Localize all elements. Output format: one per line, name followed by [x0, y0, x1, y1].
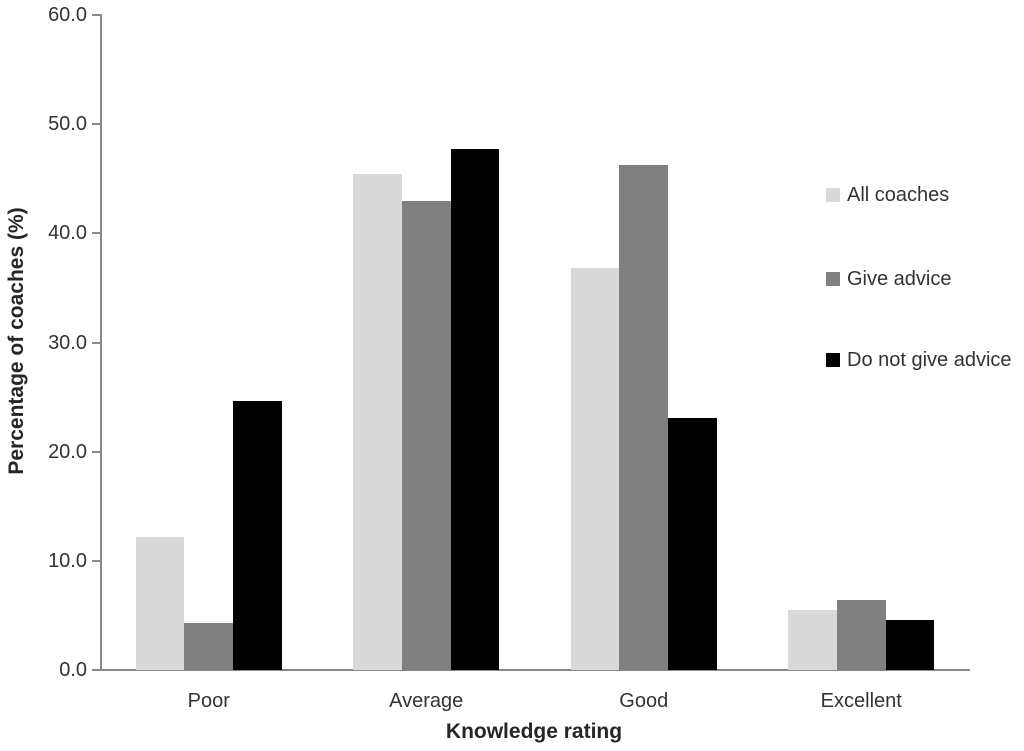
- y-tick-label: 0.0: [59, 659, 87, 681]
- y-tick-label: 20.0: [48, 440, 87, 463]
- bar-do-not-give-advice-poor: [233, 401, 282, 670]
- y-tick-label: 10.0: [48, 549, 87, 572]
- y-tick-label: 50.0: [48, 113, 87, 136]
- x-axis-line: [100, 669, 970, 671]
- bar-do-not-give-advice-excellent: [885, 619, 935, 670]
- y-tick-mark: [92, 669, 100, 671]
- legend-item-all-coaches: All coaches: [826, 184, 949, 206]
- legend-swatch-give-advice: [826, 272, 840, 286]
- legend-label: All coaches: [847, 184, 950, 206]
- y-tick-mark: [92, 14, 100, 16]
- legend-swatch-do-not-give-advice: [826, 353, 840, 367]
- legend-item-give-advice: Give advice: [826, 268, 952, 290]
- bar-all-coaches-good: [570, 268, 620, 670]
- y-tick-mark: [92, 450, 100, 453]
- bar-give-advice-excellent: [836, 600, 886, 670]
- legend-item-do-not-give-advice: Do not give advice: [826, 349, 1012, 371]
- y-tick-mark: [92, 232, 100, 235]
- x-axis-title: Knowledge rating: [445, 720, 623, 743]
- bar-all-coaches-average: [353, 174, 402, 670]
- y-tick-label: 40.0: [48, 222, 87, 245]
- bar-all-coaches-poor: [135, 536, 185, 670]
- legend-label: Give advice: [847, 268, 952, 290]
- category-label-good: Good: [619, 690, 669, 712]
- bar-give-advice-good: [619, 164, 669, 670]
- legend-swatch-all-coaches: [826, 188, 840, 202]
- category-label-poor: Poor: [187, 690, 230, 712]
- bar-give-advice-poor: [184, 623, 234, 670]
- y-tick-mark: [92, 123, 100, 126]
- bar-all-coaches-excellent: [788, 609, 837, 670]
- bar-do-not-give-advice-average: [450, 149, 500, 670]
- y-tick-mark: [92, 341, 100, 344]
- bar-give-advice-average: [401, 200, 451, 670]
- y-axis-line: [100, 14, 102, 671]
- y-tick-mark: [92, 559, 100, 562]
- category-label-average: Average: [389, 690, 464, 712]
- y-tick-label: 60.0: [48, 4, 87, 26]
- legend-label: Do not give advice: [847, 349, 1012, 371]
- category-label-excellent: Excellent: [820, 690, 902, 712]
- bar-do-not-give-advice-good: [668, 417, 717, 670]
- y-tick-label: 30.0: [48, 331, 87, 354]
